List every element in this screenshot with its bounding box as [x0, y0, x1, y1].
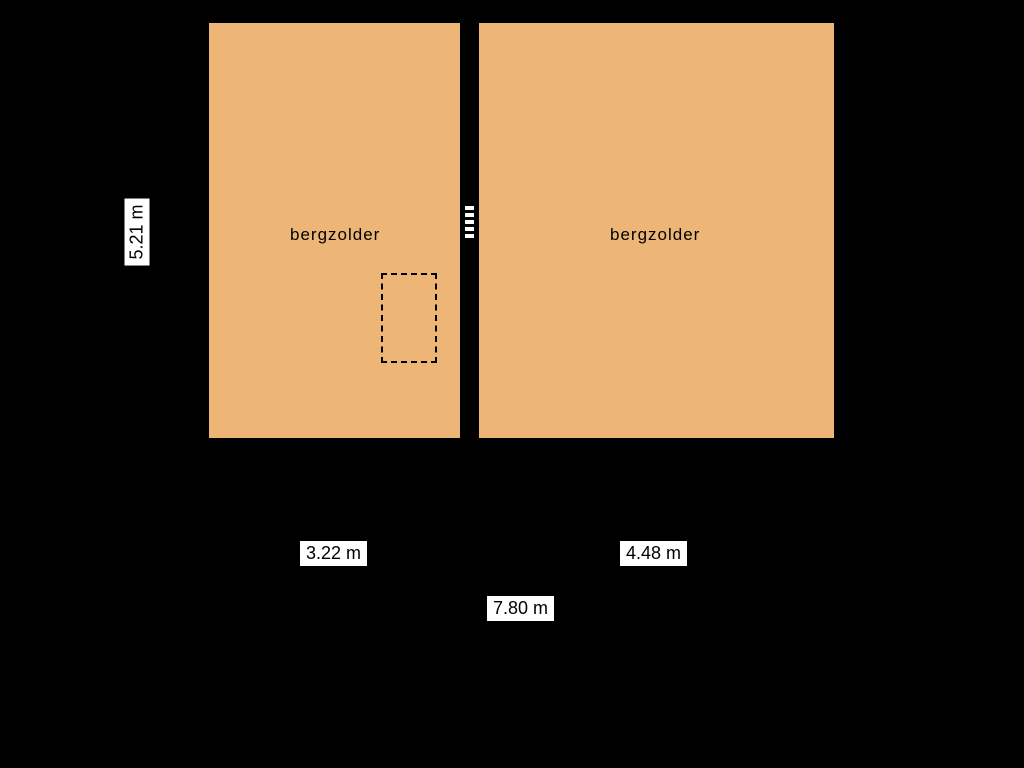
stair-hatch-outline	[381, 273, 437, 363]
room-left-label: bergzolder	[290, 225, 380, 245]
dim-height: 5.21 m	[125, 198, 150, 265]
room-right-label: bergzolder	[610, 225, 700, 245]
dim-width-total: 7.80 m	[487, 596, 554, 621]
floorplan-canvas: bergzolder bergzolder 5.21 m 3.22 m 4.48…	[0, 0, 1024, 768]
door-opening	[465, 206, 474, 240]
dim-width-right: 4.48 m	[620, 541, 687, 566]
dim-width-left: 3.22 m	[300, 541, 367, 566]
